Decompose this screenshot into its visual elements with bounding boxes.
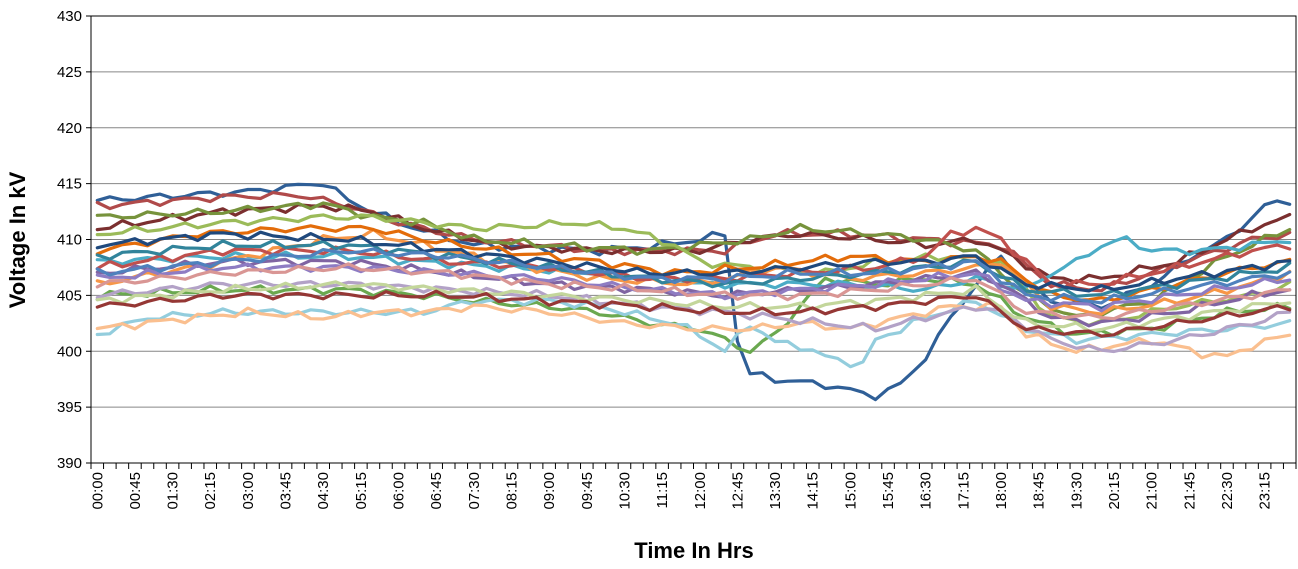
series-line-17 <box>95 262 1292 321</box>
y-axis-title: Voltage In kV <box>5 171 30 308</box>
x-tick-label: 02:15 <box>202 472 219 510</box>
x-tick-label: 11:15 <box>654 472 671 508</box>
y-tick-label: 415 <box>57 176 82 193</box>
y-tick-label: 425 <box>57 64 82 81</box>
x-tick-label: 18:45 <box>1031 472 1048 510</box>
series-line-21 <box>95 247 1292 305</box>
x-tick-label: 12:00 <box>692 472 709 510</box>
x-tick-label: 03:45 <box>278 472 295 510</box>
x-tick-label: 13:30 <box>767 472 784 510</box>
x-tick-label: 17:15 <box>955 472 972 510</box>
x-tick-label: 04:30 <box>315 472 332 510</box>
x-tick-label: 03:00 <box>240 472 257 510</box>
y-tick-label: 400 <box>57 343 82 360</box>
y-tick-label: 395 <box>57 399 82 416</box>
x-tick-label: 09:45 <box>579 472 596 510</box>
y-tick-label: 430 <box>57 8 82 25</box>
series-lines <box>95 182 1292 402</box>
series-line-16 <box>95 239 1292 298</box>
x-tick-label: 06:45 <box>428 472 445 510</box>
x-tick-label: 06:00 <box>391 472 408 510</box>
y-tick-label: 390 <box>57 455 82 472</box>
x-tick-label: 16:30 <box>918 472 935 510</box>
x-tick-label: 14:15 <box>805 472 822 510</box>
x-tick-label: 15:00 <box>842 472 859 510</box>
x-axis: 00:00 00:45 01:30 02:15 03:00 03:45 04:30 05:15… <box>89 463 1297 510</box>
y-tick-label: 420 <box>57 120 82 137</box>
y-axis: 390 395 400 405 410 415 420 425 430 <box>57 8 91 472</box>
x-axis-title: Time In Hrs <box>634 538 753 563</box>
x-tick-label: 09:00 <box>541 472 558 510</box>
x-tick-label: 00:45 <box>127 472 144 510</box>
x-tick-label: 01:30 <box>165 472 182 510</box>
x-tick-label: 20:15 <box>1106 472 1123 510</box>
x-tick-label: 19:30 <box>1068 472 1085 510</box>
x-tick-label: 10:30 <box>616 472 633 510</box>
x-tick-label: 00:00 <box>89 472 106 510</box>
y-tick-label: 405 <box>57 287 82 304</box>
x-tick-label: 21:45 <box>1181 472 1198 510</box>
x-tick-label: 21:00 <box>1144 472 1161 510</box>
x-tick-label: 15:45 <box>880 472 897 510</box>
x-tick-label: 18:00 <box>993 472 1010 510</box>
y-tick-label: 410 <box>57 232 82 249</box>
x-tick-label: 07:30 <box>466 472 483 510</box>
series-line-3 <box>95 203 1292 285</box>
series-line-19 <box>95 230 1292 293</box>
series-line-20 <box>95 289 1292 338</box>
x-tick-label: 12:45 <box>729 472 746 510</box>
x-tick-label: 05:15 <box>353 472 370 510</box>
x-tick-label: 08:15 <box>503 472 520 510</box>
x-tick-label: 22:30 <box>1219 472 1236 510</box>
x-tick-label: 23:15 <box>1257 472 1274 510</box>
